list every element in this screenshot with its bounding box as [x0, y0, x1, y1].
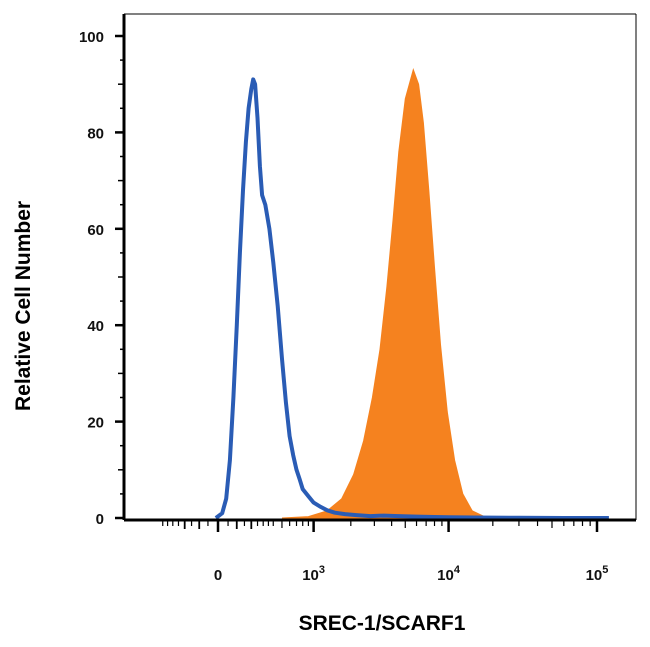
y-tick-label: 0 [96, 511, 104, 528]
x-tick-label: 103 [302, 564, 325, 584]
x-axis-title: SREC-1/SCARF1 [299, 612, 466, 635]
x-axis: 0 103 104 105 [162, 520, 609, 584]
y-tick-label: 20 [87, 415, 104, 432]
series-layer [214, 68, 609, 520]
y-tick-label: 40 [87, 318, 104, 335]
y-axis: 0 20 40 60 80 100 [79, 29, 124, 528]
plot-frame [122, 13, 637, 522]
x-tick-label: 104 [437, 564, 461, 584]
histogram-outline-1 [214, 77, 609, 520]
histogram-filled-area-0 [281, 68, 493, 519]
x-tick-label: 0 [214, 567, 222, 584]
y-axis-title: Relative Cell Number [12, 201, 35, 411]
y-tick-label: 60 [87, 222, 104, 239]
x-tick-label: 105 [586, 564, 609, 584]
y-tick-label: 100 [79, 29, 104, 46]
y-tick-label: 80 [87, 125, 104, 142]
